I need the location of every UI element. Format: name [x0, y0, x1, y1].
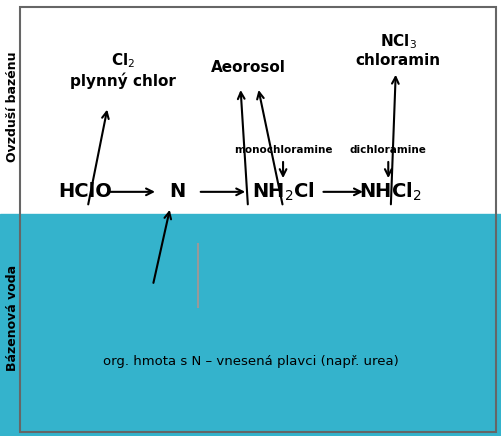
Text: Ovzduší bazénu: Ovzduší bazénu	[6, 51, 19, 162]
Bar	[0, 214, 501, 436]
Text: monochloramine: monochloramine	[234, 146, 332, 155]
Bar	[0, 0, 501, 214]
Text: NHCl$_2$: NHCl$_2$	[360, 181, 422, 203]
Text: NCl$_3$
chloramin: NCl$_3$ chloramin	[356, 32, 441, 68]
Text: dichloramine: dichloramine	[350, 146, 427, 155]
Text: org. hmota s N – vnesená plavci (např. urea): org. hmota s N – vnesená plavci (např. u…	[103, 355, 398, 368]
Text: NH$_2$Cl: NH$_2$Cl	[252, 181, 315, 203]
Text: HClO: HClO	[58, 182, 112, 201]
Text: Aeorosol: Aeorosol	[210, 60, 286, 75]
Text: Bázenová voda: Bázenová voda	[6, 265, 19, 371]
Text: Cl$_2$
plynný chlor: Cl$_2$ plynný chlor	[70, 51, 176, 89]
Text: N: N	[170, 182, 186, 201]
